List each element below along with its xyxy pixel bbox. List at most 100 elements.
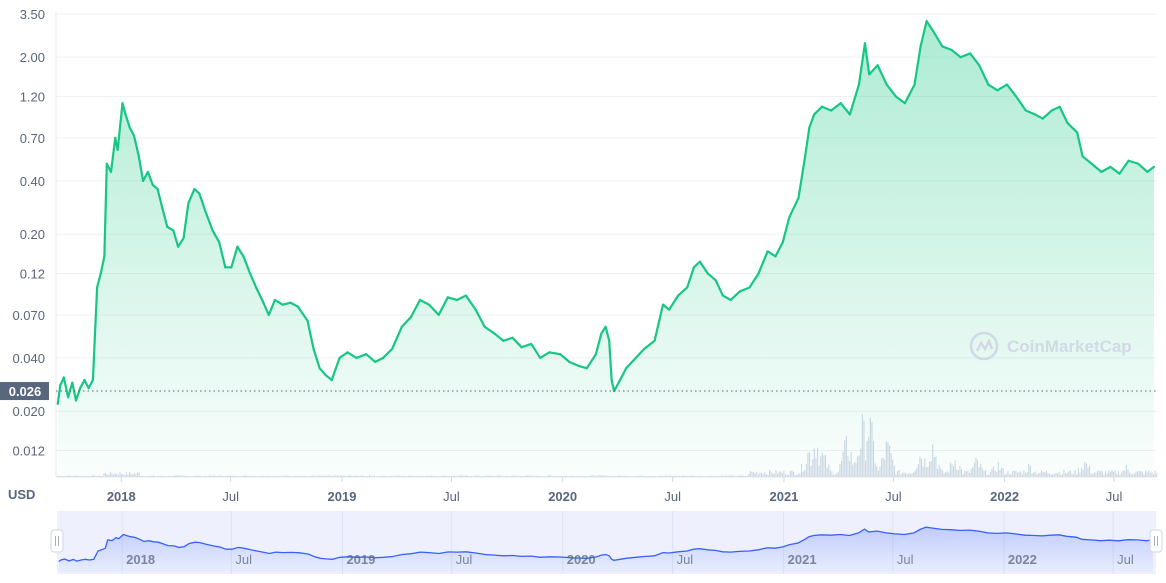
price-line-segment <box>548 351 562 356</box>
navigator-handle-left-grip[interactable] <box>50 529 64 553</box>
navigator-tick-label: 2021 <box>788 552 817 567</box>
watermark-text: CoinMarketCap <box>1007 337 1132 356</box>
volume-bar <box>1156 473 1158 477</box>
y-tick-label: 0.020 <box>12 404 45 419</box>
coinmarketcap-logo-icon <box>969 331 999 361</box>
reference-price-badge <box>0 382 49 401</box>
price-line-segment <box>585 353 598 370</box>
price-line-segment <box>132 134 140 158</box>
x-tick-label: Jul <box>1106 489 1123 504</box>
price-line-segment <box>511 336 523 349</box>
price-line-segment <box>857 42 867 86</box>
price-line-segment <box>1041 109 1053 120</box>
price-line-segment <box>87 378 94 390</box>
price-line-segment <box>1081 155 1093 165</box>
volume-bar <box>1154 470 1156 477</box>
price-line-segment <box>464 294 477 311</box>
price-line-segment <box>346 351 358 360</box>
price-line-segment <box>653 303 665 342</box>
price-line-segment <box>236 245 245 258</box>
price-line-segment <box>182 201 190 240</box>
y-tick-label: 0.012 <box>12 443 45 458</box>
price-line-segment <box>774 241 784 258</box>
y-tick-label: 0.12 <box>20 266 45 281</box>
price-line-segment <box>172 229 180 248</box>
y-tick-label: 2.00 <box>20 50 45 65</box>
price-line-segment <box>820 105 833 112</box>
y-tick-label: 0.70 <box>20 131 45 146</box>
navigator-tick-label: 2018 <box>126 552 155 567</box>
navigator-tick-label: 2019 <box>346 552 375 567</box>
price-line-segment <box>729 290 741 302</box>
x-axis: 2018 Jul 2019 Jul 2020 Jul 2021 Jul 2022 Jul <box>107 489 1123 504</box>
price-line-segment <box>204 210 214 232</box>
price-line-segment <box>1015 95 1027 112</box>
price-line-segment <box>400 316 413 328</box>
price-line-segment <box>634 347 646 360</box>
price-area <box>57 21 1154 477</box>
price-line-segment <box>950 48 962 59</box>
x-tick-label: Jul <box>885 489 902 504</box>
price-line-segment <box>619 367 628 382</box>
price-line-segment <box>312 347 321 370</box>
price-line-segment <box>177 237 185 248</box>
price-line-segment <box>330 356 341 382</box>
coinmarketcap-logo-mark-icon <box>975 337 994 352</box>
price-line-segment <box>166 225 175 232</box>
price-line-segment <box>932 30 944 48</box>
price-line-segment <box>483 325 496 335</box>
price-line-segment <box>1024 109 1036 116</box>
navigator-handle-left[interactable] <box>50 529 64 553</box>
price-line-segment <box>608 339 613 382</box>
y-tick-label: 1.20 <box>20 89 45 104</box>
price-line-segment <box>830 102 842 112</box>
price-line-segment <box>1118 159 1130 175</box>
price-line-segment <box>692 260 702 269</box>
y-tick-label: 0.40 <box>20 174 45 189</box>
navigator-tick-label: 2020 <box>567 552 596 567</box>
price-line-segment <box>187 187 196 205</box>
y-axis: 3.50 2.00 1.20 0.70 0.40 0.20 0.12 0.070 0.040 0.… <box>12 7 45 458</box>
navigator-handle-right[interactable] <box>1149 529 1163 553</box>
price-line-segment <box>1146 165 1156 173</box>
y-tick-label: 0.070 <box>12 308 45 323</box>
range-navigator[interactable]: 2018 Jul 2019 Jul 2020 Jul 2021 Jul 2022 Jul <box>50 511 1163 574</box>
price-line-segment <box>273 298 284 306</box>
price-line-segment <box>661 303 671 311</box>
x-tick-label: 2019 <box>328 489 357 504</box>
price-line-segment <box>198 192 207 213</box>
price-line-segment <box>1066 121 1079 134</box>
price-line-segment <box>146 170 154 186</box>
price-line-segment <box>1050 105 1061 112</box>
price-line-segment <box>1005 83 1018 98</box>
navigator-handle-right-grip[interactable] <box>1149 529 1163 553</box>
price-line-segment <box>248 272 258 289</box>
price-line-segment <box>230 245 239 269</box>
price-line-segment <box>839 102 851 116</box>
price-line-segment <box>62 376 70 399</box>
price-line-segment <box>141 170 150 183</box>
price-line-segment <box>289 301 299 308</box>
price-line-segment <box>797 155 807 200</box>
navigator-tick-label: Jul <box>897 552 914 567</box>
price-line-segment <box>91 286 99 382</box>
price-line-segment <box>242 255 252 275</box>
price-line-segment <box>714 279 724 297</box>
x-tick-label: Jul <box>664 489 681 504</box>
navigator-tick-label: Jul <box>677 552 694 567</box>
price-line-segment <box>74 387 82 402</box>
y-tick-label: 0.040 <box>12 351 45 366</box>
price-line-segment <box>539 351 551 360</box>
price-line-segment <box>781 215 791 244</box>
price-line-segment <box>124 113 131 129</box>
navigator-price-line <box>58 526 1154 563</box>
y-tick-label: 0.20 <box>20 227 45 242</box>
price-line-segment <box>306 319 315 350</box>
navigator-labels: 2018 Jul 2019 Jul 2020 Jul 2021 Jul 2022 Jul <box>126 552 1134 567</box>
price-line-segment <box>885 83 897 98</box>
price-line-segment <box>381 347 394 360</box>
price-line-segment <box>757 250 769 275</box>
navigator-tick-label: 2022 <box>1008 552 1037 567</box>
price-line-segment <box>941 45 953 51</box>
watermark: CoinMarketCap <box>969 331 1132 361</box>
